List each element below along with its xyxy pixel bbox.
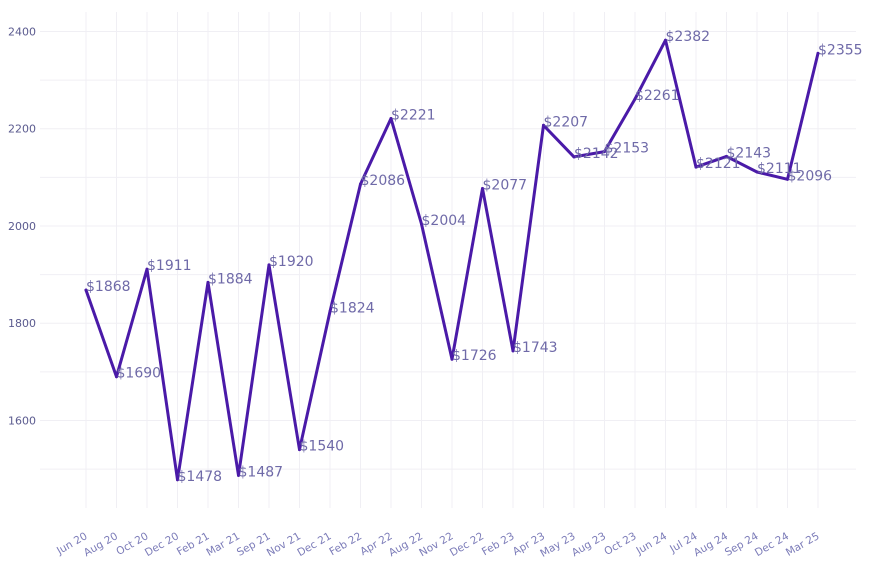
x-tick-label: Aug 20 [82,530,120,559]
data-point [267,263,271,267]
data-point [145,267,149,271]
data-label: $2111 [757,161,802,177]
data-label: $1726 [452,348,497,364]
data-label: $2142 [574,146,619,162]
data-point [816,51,820,55]
data-labels: $1868 $1690 $1911 $1478 $1884 $1487 $1920 $1540… [86,29,863,485]
data-point [694,165,698,169]
x-tick-label: Nov 21 [265,530,303,559]
x-tick-label: Dec 24 [753,530,791,559]
x-tick-label: Aug 23 [570,530,608,559]
data-point [450,357,454,361]
data-label: $2004 [422,213,467,229]
data-label: $2077 [483,178,528,194]
x-tick-label: Dec 22 [448,530,486,559]
data-point [572,155,576,159]
x-tick-label: Aug 24 [692,530,730,559]
x-tick-label: Dec 21 [295,530,333,559]
data-label: $2086 [361,173,406,189]
data-label: $2096 [788,168,833,184]
data-point [603,150,606,154]
data-point [298,448,301,452]
data-label: $1920 [269,254,314,270]
data-point [420,222,423,226]
data-point [84,288,88,292]
data-label: $1911 [147,258,192,274]
x-tick-label: Dec 20 [143,530,181,559]
data-label: $1824 [330,301,375,317]
x-tick-label: Oct 23 [602,530,638,558]
x-tick-label: Nov 22 [417,530,455,559]
data-point [633,97,637,101]
data-label: $1743 [513,340,558,356]
y-axis: 1600 1800 2000 2200 2400 [8,25,36,427]
series [84,38,820,482]
data-label: $1690 [117,366,162,382]
data-point [481,187,484,191]
data-label: $1478 [178,469,223,485]
y-tick-label: 2000 [8,220,36,233]
x-tick-label: Feb 22 [327,530,364,558]
data-point [206,280,210,284]
data-label: $2121 [696,156,741,172]
y-tick-label: 2200 [8,123,36,136]
x-tick-label: May 23 [538,530,577,560]
x-tick-label: Feb 23 [480,530,517,558]
data-label: $2355 [818,42,863,58]
data-label: $2153 [605,141,650,157]
x-tick-label: Mar 25 [784,530,822,559]
data-label: $1540 [300,439,345,455]
data-point [755,170,759,174]
x-tick-label: Feb 21 [175,530,212,558]
data-point [725,154,728,158]
data-point [511,349,515,353]
data-label: $1487 [239,464,284,480]
x-tick-label: Sep 24 [723,530,761,559]
data-point [389,116,393,120]
data-label: $2221 [391,107,436,123]
y-tick-label: 1600 [8,414,36,427]
x-tick-label: Jun 24 [633,530,669,558]
data-label: $2382 [666,29,711,45]
data-point [786,177,789,181]
data-label: $1868 [86,279,131,295]
y-tick-label: 2400 [8,25,36,38]
data-point [176,478,179,482]
data-point [237,473,240,477]
data-point [542,123,545,127]
x-tick-label: Mar 21 [204,530,242,559]
data-label: $2261 [635,88,680,104]
data-point [664,38,667,42]
y-tick-label: 1800 [8,317,36,330]
data-label: $2143 [727,145,772,161]
data-point [359,182,362,186]
data-label: $1884 [208,271,253,287]
data-point [115,375,118,379]
data-label: $2207 [544,114,589,130]
x-tick-label: Sep 21 [235,530,273,559]
x-tick-label: Aug 22 [387,530,425,559]
data-point [328,310,332,314]
